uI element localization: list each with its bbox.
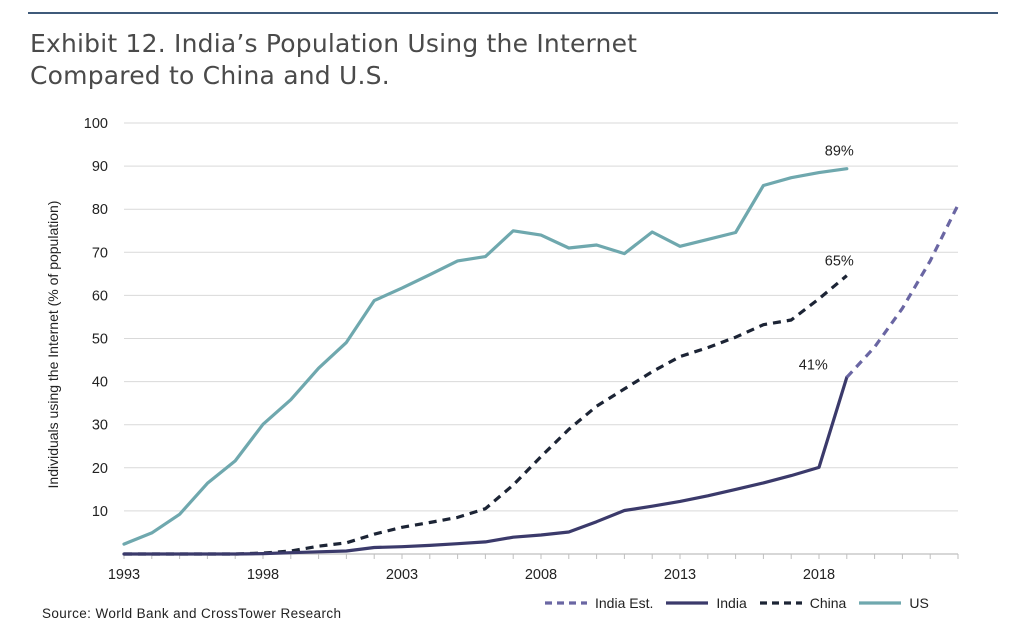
legend-swatch-china [759,601,802,605]
legend-swatch-india-est [545,601,587,605]
legend-label-china: China [809,595,847,611]
x-tick-label-1993: 1993 [108,567,140,583]
y-tick-label-100: 100 [84,116,108,132]
legend-label-india: India [716,595,747,611]
y-tick-label-90: 90 [92,159,108,175]
chart-title-line-2: Compared to China and U.S. [30,61,390,90]
x-tick-label-2013: 2013 [664,567,696,583]
series-line-us [122,167,849,546]
y-tick-label-10: 10 [92,504,108,520]
series-line-india [122,375,849,556]
legend-label-us: US [909,595,929,611]
data-label-41pct: 41% [799,357,828,373]
series-line-india-est- [845,204,960,379]
legend-label-india-est: India Est. [595,595,654,611]
y-tick-label-80: 80 [92,202,108,218]
legend-item-us: US [858,595,929,611]
y-axis-label: Individuals using the Internet (% of pop… [45,201,61,489]
legend-item-india-est: India Est. [544,595,653,611]
legend-swatch-us [859,601,902,605]
x-tick-label-1998: 1998 [247,567,279,583]
y-tick-label-20: 20 [92,461,108,477]
chart-title-line-1: Exhibit 12. India’s Population Using the… [30,29,638,58]
series-line-china [124,274,848,556]
chart-title: Exhibit 12. India’s Population Using the… [30,28,730,92]
y-tick-label-40: 40 [92,375,108,391]
x-tick-label-2018: 2018 [803,567,835,583]
legend-item-india: India [665,595,747,611]
legend-swatch-india [666,601,709,605]
data-label-89pct: 89% [825,144,854,160]
y-tick-label-30: 30 [92,418,108,434]
x-tick-label-2008: 2008 [525,567,557,583]
legend-item-china: China [759,595,847,611]
legend: India Est. India China US [544,595,941,611]
y-tick-label-70: 70 [92,245,108,261]
data-label-65pct: 65% [825,254,854,270]
header-rule [28,12,998,14]
x-tick-label-2003: 2003 [386,567,418,583]
y-tick-label-60: 60 [92,288,108,304]
y-tick-label-50: 50 [92,332,108,348]
source-note: Source: World Bank and CrossTower Resear… [42,606,342,621]
